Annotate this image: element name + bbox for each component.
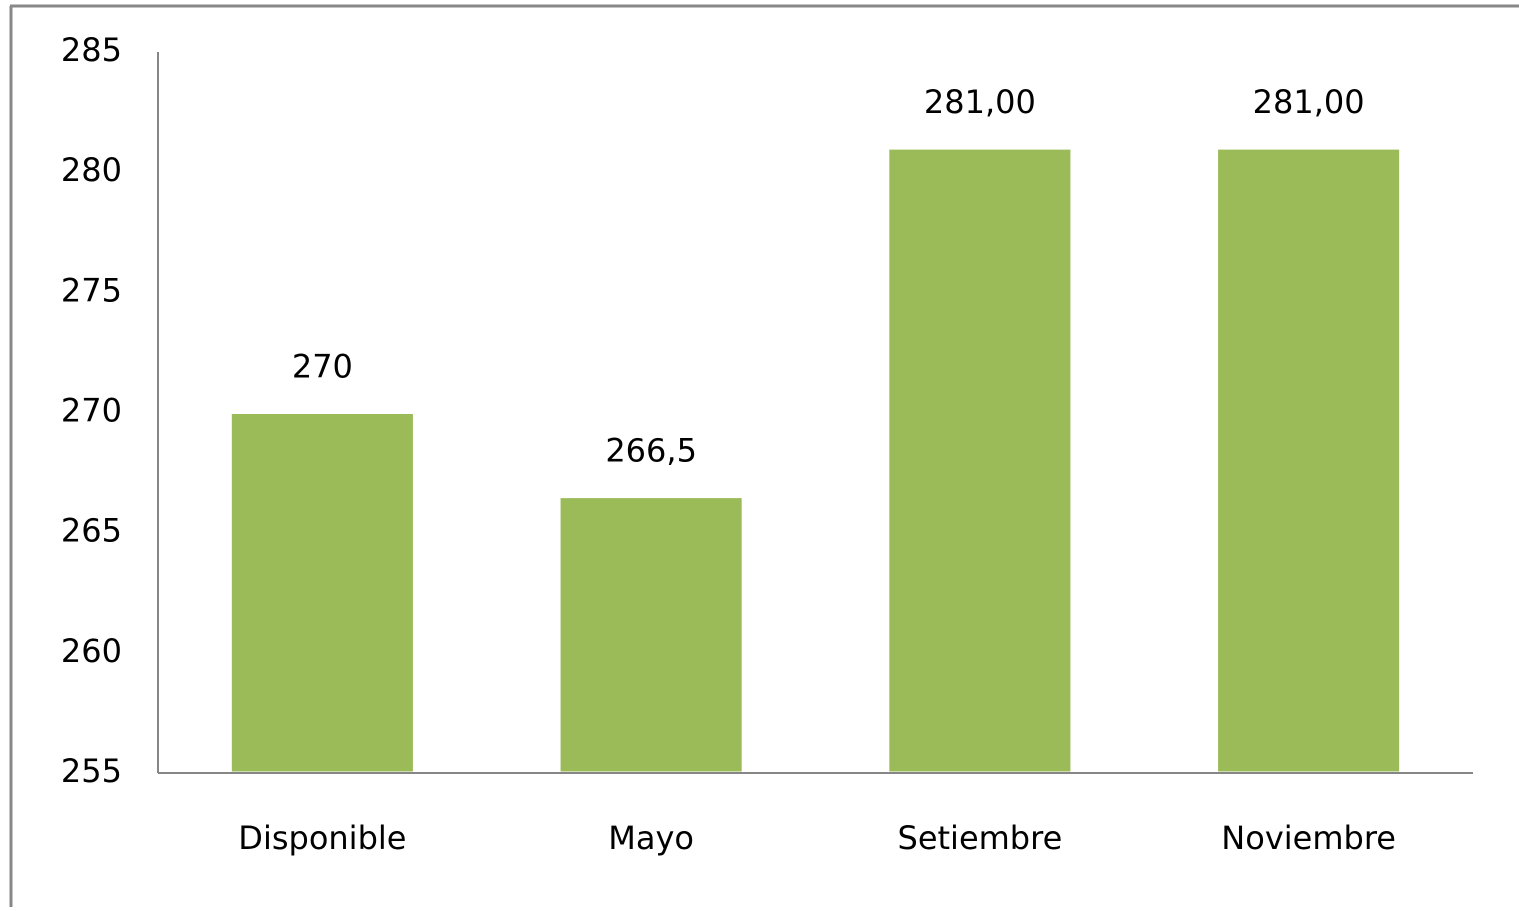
value-label: 281,00 — [924, 83, 1036, 121]
bar — [1215, 146, 1403, 775]
x-tick-label: Setiembre — [898, 819, 1063, 857]
y-tick-label: 260 — [61, 632, 122, 670]
y-tick-label: 265 — [61, 512, 122, 550]
value-label: 270 — [292, 348, 353, 386]
bar — [557, 495, 745, 775]
bar — [228, 411, 416, 775]
y-tick-label: 255 — [61, 752, 122, 790]
y-tick-label: 280 — [61, 151, 122, 189]
value-label: 266,5 — [605, 432, 697, 470]
value-label: 281,00 — [1253, 83, 1365, 121]
x-tick-label: Mayo — [608, 819, 694, 857]
x-tick-label: Noviembre — [1221, 819, 1396, 857]
bar — [886, 146, 1074, 775]
y-tick-label: 275 — [61, 271, 122, 309]
y-tick-label: 285 — [61, 31, 122, 69]
y-tick-label: 270 — [61, 392, 122, 430]
x-tick-label: Disponible — [238, 819, 406, 857]
